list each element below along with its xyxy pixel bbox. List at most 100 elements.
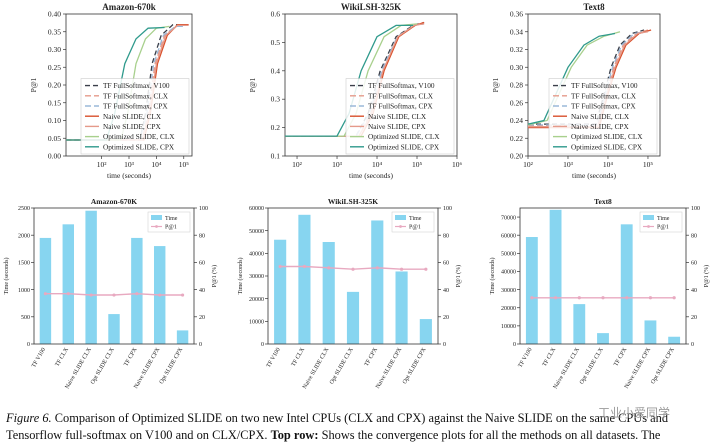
legend-label: Naive SLIDE, CPX: [368, 122, 426, 131]
y2-tick-label: 40: [199, 288, 205, 294]
category-label: Naive SLIDE CLX: [553, 346, 582, 390]
p1-point: [648, 296, 653, 300]
p1-point: [89, 293, 93, 297]
p1-point: [672, 296, 676, 300]
category-label: Naive SLIDE CPX: [375, 346, 404, 389]
y2-tick-label: 20: [691, 315, 697, 321]
p1-point: [375, 266, 379, 270]
y-tick-label: 20000: [501, 306, 516, 312]
y-tick-label: 30000: [249, 274, 264, 280]
y2-tick-label: 20: [199, 315, 205, 321]
series-line: [528, 31, 647, 126]
time-bar: [298, 214, 311, 344]
p1-point: [302, 264, 307, 269]
category-label: TF CPX: [123, 346, 139, 367]
category-label: Naive SLIDE CLX: [302, 346, 331, 390]
y-axis-label: Time (seconds): [489, 258, 496, 295]
y-tick-label: 500: [21, 315, 30, 321]
y2-tick-label: 60: [443, 261, 449, 267]
y-tick-label: 50000: [249, 229, 264, 235]
p1-point: [577, 296, 581, 300]
y2-tick-label: 20: [443, 315, 449, 321]
legend-swatch-time: [643, 215, 654, 220]
y-tick-label: 30000: [501, 288, 516, 294]
y-tick-label: 0: [27, 342, 30, 348]
caption-text-1: Comparison of Optimized SLIDE on two new…: [6, 411, 669, 442]
time-bar: [597, 333, 609, 344]
y2-axis-label: P@1 (%): [703, 265, 710, 287]
series-line: [527, 31, 621, 126]
legend-label: Naive SLIDE, CLX: [571, 112, 630, 121]
time-bar: [39, 237, 52, 344]
y-tick-label: 0.3: [271, 95, 281, 104]
y-tick-label: 0.30: [510, 63, 523, 72]
x-tick-label: 10⁵: [412, 160, 423, 169]
x-tick-label: 10²: [97, 160, 108, 169]
legend-label: TF FullSoftmax, CPX: [368, 102, 433, 111]
y-tick-label: 0.30: [48, 45, 61, 54]
y-tick-label: 40000: [501, 270, 516, 276]
x-tick-label: 10²: [523, 160, 534, 169]
y-tick-label: 0.34: [510, 27, 523, 36]
y2-tick-label: 100: [199, 206, 208, 212]
category-label: TF CLX: [542, 346, 558, 367]
chart-title: Amazon-670K: [91, 197, 137, 206]
category-label: Opt SLIDE CLX: [329, 346, 355, 385]
category-label: TF CPX: [613, 346, 629, 367]
y-tick-label: 0.28: [510, 81, 523, 90]
caption-text-2: Shows the convergence plots for all the …: [318, 427, 661, 442]
y2-tick-label: 100: [443, 206, 452, 212]
y-tick-label: 0.20: [48, 81, 61, 90]
y-tick-label: 0.26: [510, 98, 523, 107]
y-tick-label: 0.15: [48, 98, 61, 107]
y2-tick-label: 0: [199, 342, 202, 348]
y-tick-label: 0.00: [48, 152, 61, 161]
y-tick-label: 0.32: [510, 45, 523, 54]
y-tick-label: 0.5: [271, 38, 281, 47]
time-bar: [371, 220, 384, 344]
y-tick-label: 0.24: [510, 116, 523, 125]
chart-title: Amazon-670k: [102, 2, 156, 12]
legend-label-time: Time: [657, 216, 670, 222]
y2-tick-label: 100: [691, 206, 700, 212]
p1-point: [135, 292, 139, 296]
legend-label-p1: P@1: [657, 225, 669, 231]
y-tick-label: 10000: [249, 320, 264, 326]
bar-chart-2: WikiLSH-325K 0 10000 20000 30000 40000 50000 60…: [237, 197, 462, 390]
time-bar: [108, 314, 120, 344]
time-bar: [131, 237, 143, 344]
p1-point: [278, 264, 282, 269]
legend-label: TF FullSoftmax, V100: [103, 81, 170, 90]
legend-marker-p1: [399, 225, 402, 228]
category-label: Opt SLIDE CLX: [90, 346, 116, 385]
legend-label: TF FullSoftmax, CPX: [103, 102, 168, 111]
time-bar: [346, 291, 360, 344]
line-chart-1: Amazon-670k 0.00 0.05 0.10 0.15 0.20 0.25 0.30 0…: [29, 2, 193, 180]
bar-chart-1: Amazon-670K 0 500 1000 1500 2000 2500 0 20 40 60 80…: [3, 197, 218, 390]
x-axis-label: time (seconds): [572, 171, 616, 180]
y2-axis-label: P@1 (%): [455, 265, 462, 287]
p1-point: [43, 292, 48, 296]
legend-swatch-time: [395, 215, 406, 220]
y-tick-label: 0.36: [510, 10, 523, 19]
y2-tick-label: 80: [443, 233, 449, 239]
time-bar: [549, 209, 562, 344]
figure-caption: Figure 6. Comparison of Optimized SLIDE …: [6, 410, 718, 443]
legend-label-p1: P@1: [409, 225, 421, 231]
y2-tick-label: 60: [199, 261, 205, 267]
p1-point: [180, 293, 185, 297]
legend-label: TF FullSoftmax, CLX: [571, 91, 637, 100]
y2-axis-label: P@1 (%): [211, 265, 218, 287]
x-axis-label: time (seconds): [349, 171, 393, 180]
time-bar: [85, 210, 97, 344]
legend-marker-p1: [155, 225, 158, 228]
y-tick-label: 10000: [501, 324, 516, 330]
y-tick-label: 1500: [18, 261, 30, 267]
category-label: Opt SLIDE CLX: [579, 346, 605, 385]
legend-label: TF FullSoftmax, CLX: [103, 91, 169, 100]
y2-tick-label: 40: [691, 288, 697, 294]
y-tick-label: 1000: [18, 288, 30, 294]
y-tick-label: 0: [513, 342, 516, 348]
y2-tick-label: 0: [691, 342, 694, 348]
legend-label: Naive SLIDE, CPX: [103, 122, 161, 131]
